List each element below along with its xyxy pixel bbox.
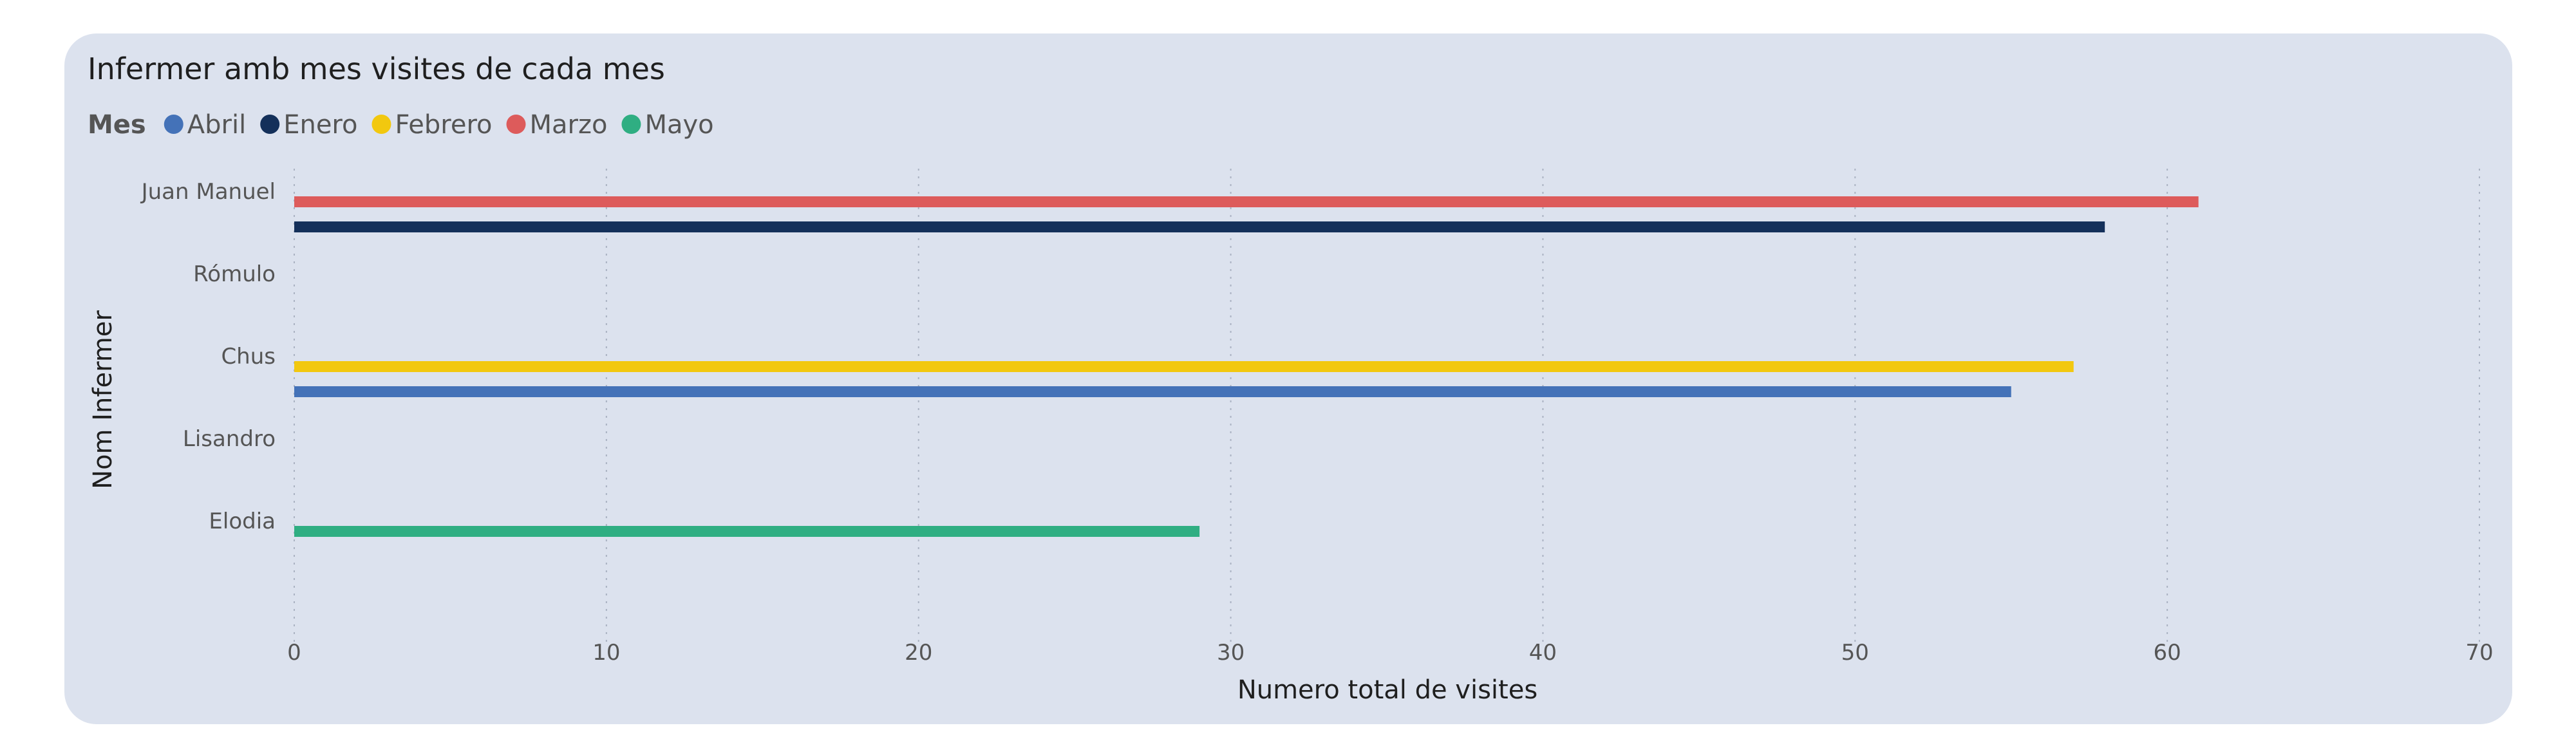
category-label-lisandro: Lisandro: [183, 426, 276, 452]
legend: Mes Abril Enero Febrero Marzo Mayo: [88, 110, 714, 140]
y-axis-title: Nom Infermer: [88, 310, 118, 489]
legend-marker-marzo: [506, 115, 526, 134]
bar-chus-febrero: [294, 361, 2074, 372]
category-label-juan-manuel: Juan Manuel: [140, 179, 276, 205]
chart-title: Infermer amb mes visites de cada mes: [88, 51, 665, 86]
x-axis-ticks: 0 10 20 30 40 50 60 70: [287, 640, 2493, 666]
legend-label-marzo: Marzo: [530, 110, 608, 140]
legend-label-febrero: Febrero: [395, 110, 492, 140]
x-tick-label-30: 30: [1217, 640, 1245, 666]
x-tick-label-60: 60: [2154, 640, 2181, 666]
gridlines: [294, 169, 2480, 642]
x-axis-title: Numero total de visites: [1237, 675, 1537, 705]
legend-title: Mes: [88, 110, 146, 140]
chart-card: Infermer amb mes visites de cada mes Mes…: [64, 33, 2512, 724]
legend-label-mayo: Mayo: [644, 110, 713, 140]
x-tick-label-50: 50: [1841, 640, 1869, 666]
legend-label-enero: Enero: [283, 110, 357, 140]
category-labels: Juan Manuel Rómulo Chus Lisandro Elodia: [140, 179, 276, 534]
category-label-chus: Chus: [221, 344, 276, 369]
bar-romulo-enero: [294, 221, 2105, 232]
x-tick-label-70: 70: [2465, 640, 2493, 666]
legend-marker-abril: [164, 115, 183, 134]
x-tick-label-0: 0: [287, 640, 301, 666]
x-tick-label-10: 10: [592, 640, 620, 666]
bar-elodia-mayo: [294, 526, 1200, 537]
legend-label-abril: Abril: [187, 110, 246, 140]
chart-svg: Infermer amb mes visites de cada mes Mes…: [88, 51, 2494, 705]
bar-lisandro-abril: [294, 386, 2011, 397]
category-label-romulo: Rómulo: [193, 261, 276, 287]
legend-marker-febrero: [371, 115, 391, 134]
bar-juan-manuel-marzo: [294, 196, 2199, 207]
x-tick-label-20: 20: [905, 640, 932, 666]
category-label-elodia: Elodia: [209, 509, 276, 534]
legend-marker-enero: [260, 115, 280, 134]
bars: [294, 196, 2199, 537]
x-tick-label-40: 40: [1529, 640, 1557, 666]
legend-marker-mayo: [621, 115, 641, 134]
